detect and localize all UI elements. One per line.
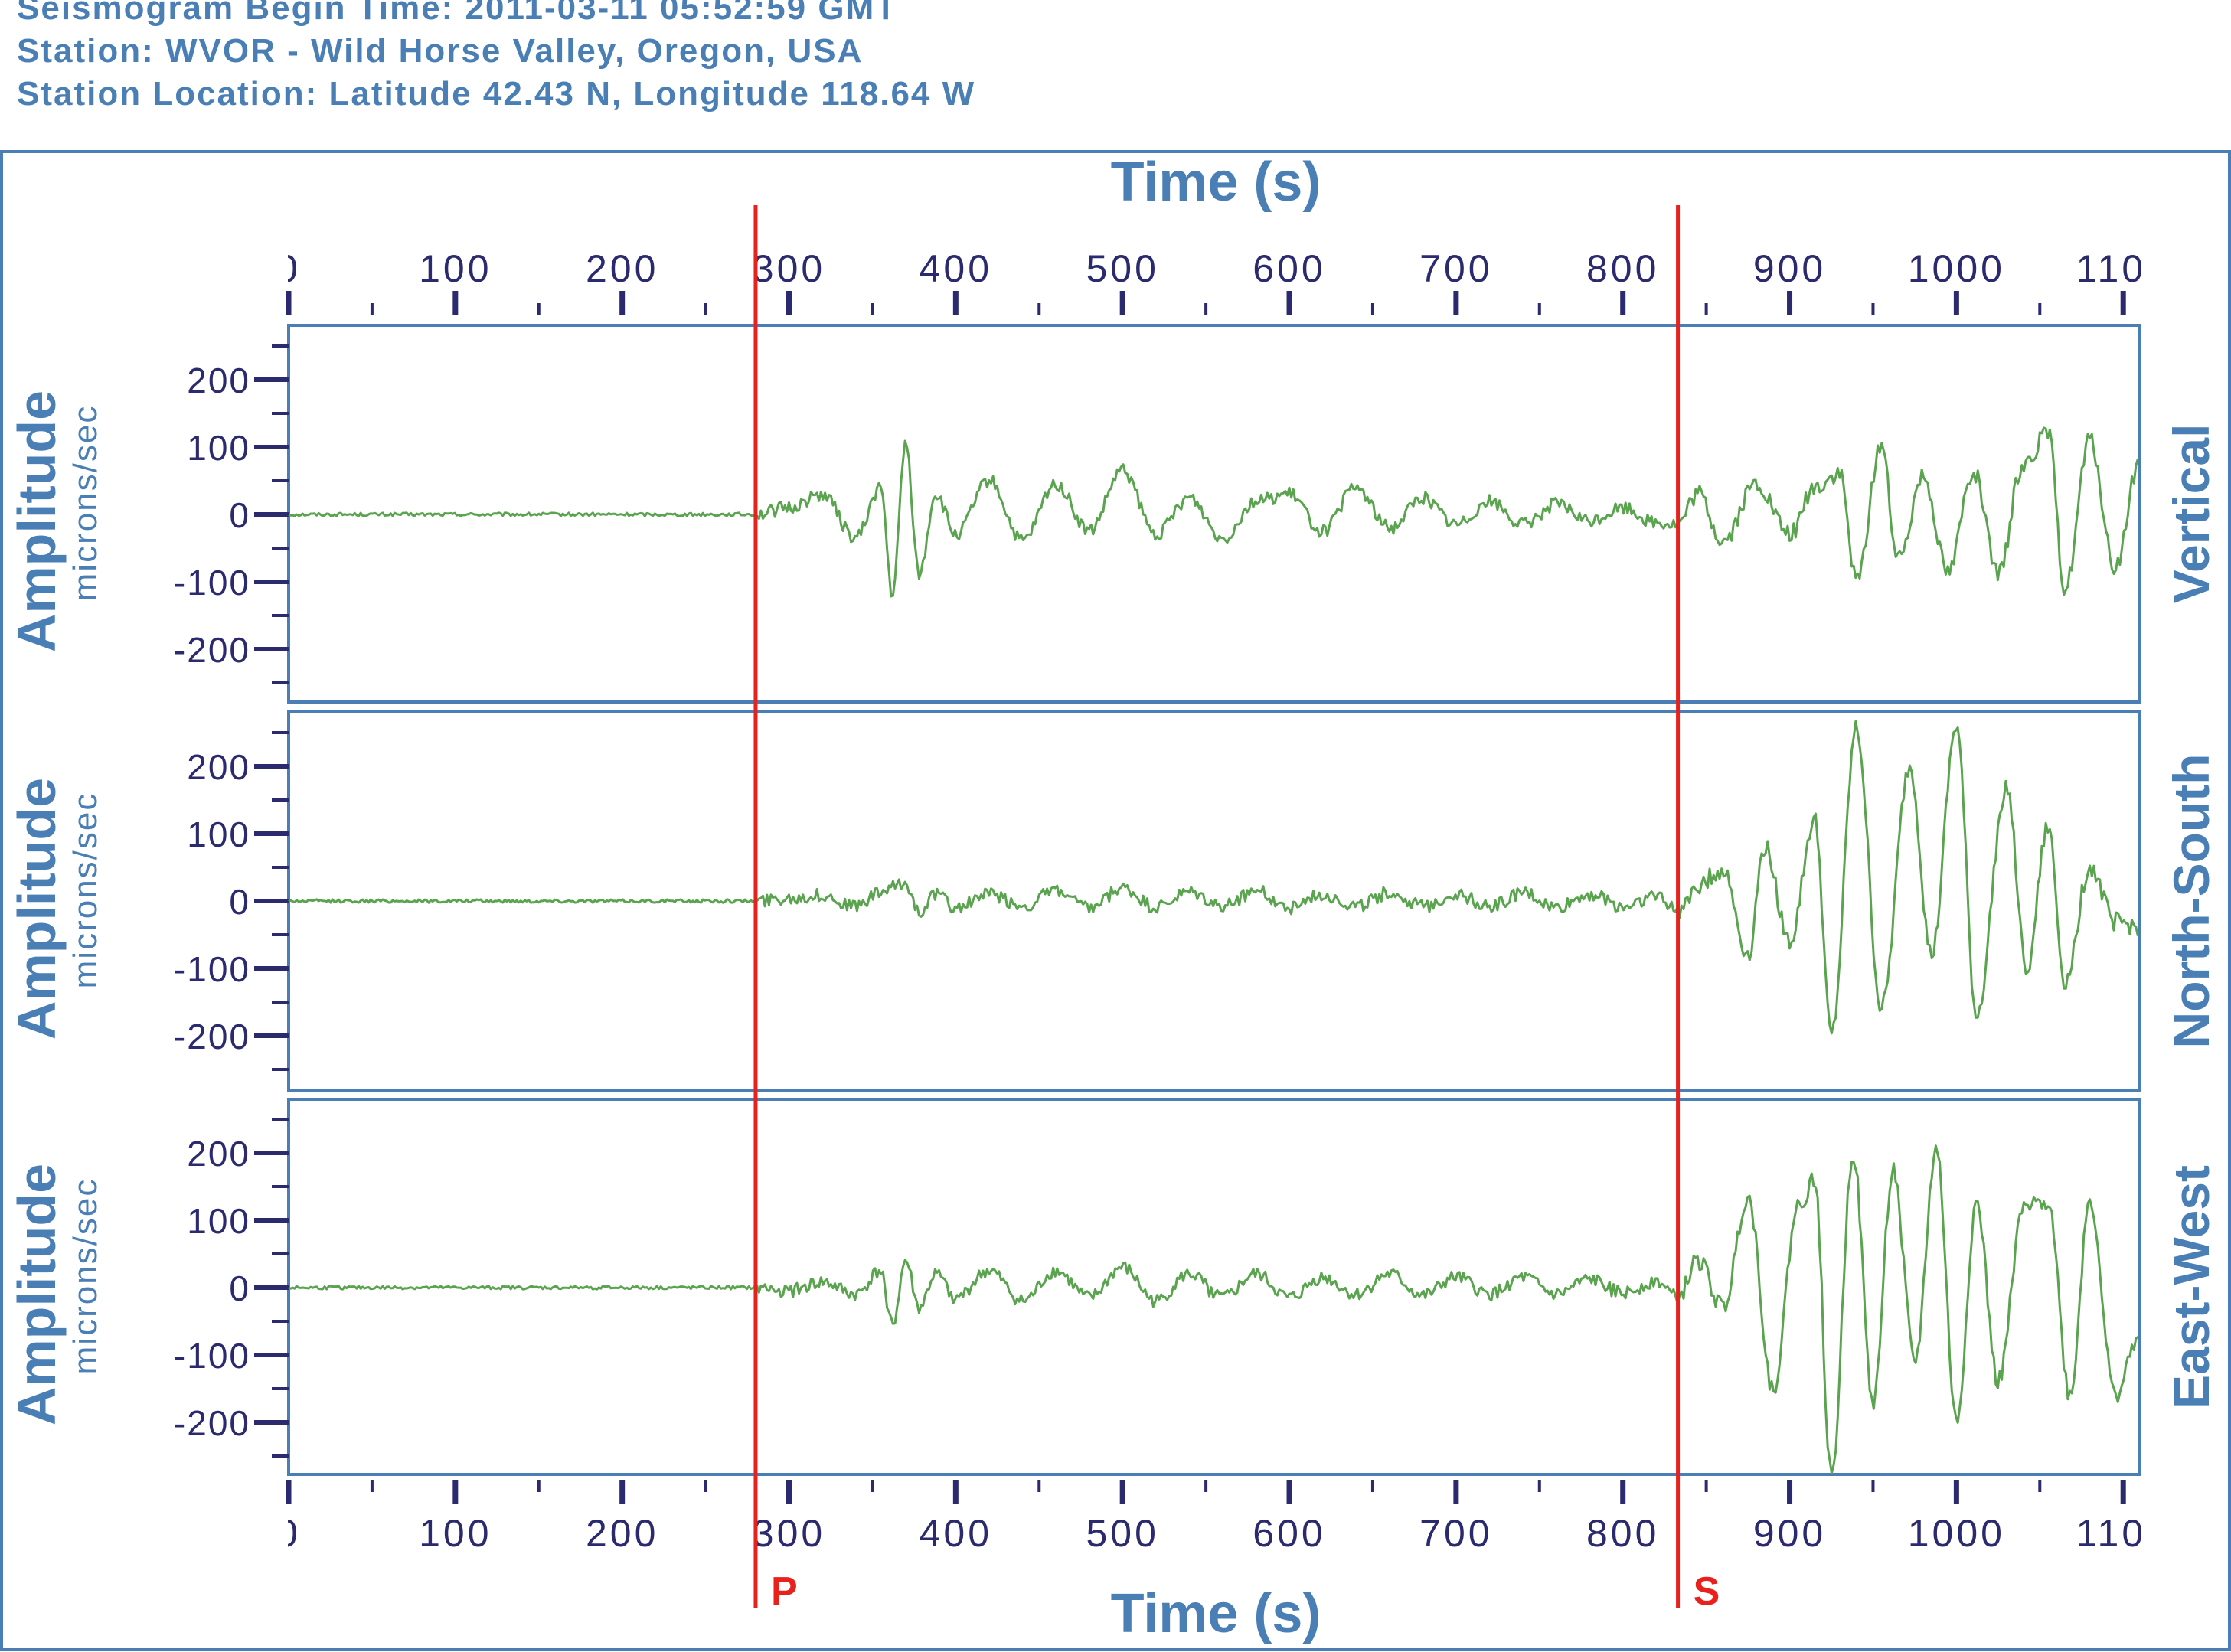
y-tick-label: -100 bbox=[174, 563, 250, 602]
series-trace bbox=[288, 426, 2139, 598]
x-tick-label-bottom: 200 bbox=[586, 1512, 658, 1555]
header-station: Station: WVOR - Wild Horse Valley, Orego… bbox=[17, 32, 864, 70]
header-location: Station Location: Latitude 42.43 N, Long… bbox=[17, 75, 976, 113]
y-axis-title: Amplitude bbox=[7, 1164, 67, 1425]
y-axis-title: Amplitude bbox=[7, 778, 67, 1040]
x-tick-label-top: 400 bbox=[920, 247, 992, 290]
y-tick-label: 100 bbox=[187, 428, 250, 468]
x-tick-label-top: 1000 bbox=[1908, 247, 2005, 290]
series-trace bbox=[288, 720, 2139, 1035]
x-tick-label-top: 500 bbox=[1086, 247, 1158, 290]
x-tick-label-bottom: 300 bbox=[753, 1512, 825, 1555]
phase-label: S bbox=[1694, 1569, 1720, 1614]
y-axis-title: Amplitude bbox=[7, 390, 67, 652]
y-tick-label: 0 bbox=[229, 1268, 250, 1308]
y-tick-label: 0 bbox=[229, 495, 250, 535]
y-axis-units: microns/sec bbox=[67, 405, 104, 602]
y-axis-units: microns/sec bbox=[67, 792, 104, 989]
x-tick-label-bottom: 1000 bbox=[1908, 1512, 2005, 1555]
y-tick-label: -200 bbox=[174, 1403, 250, 1443]
x-tick-label-top: 300 bbox=[753, 247, 825, 290]
y-tick-label: -200 bbox=[174, 1017, 250, 1056]
axis-label-clip-left-top bbox=[230, 245, 288, 291]
series-name-label: Vertical bbox=[2163, 424, 2220, 604]
x-tick-label-top: 200 bbox=[586, 247, 658, 290]
header-begin-time: Seismogram Begin Time: 2011-03-11 05:52:… bbox=[17, 0, 898, 27]
y-tick-label: -200 bbox=[174, 630, 250, 670]
x-tick-label-top: 800 bbox=[1586, 247, 1659, 290]
y-tick-label: 200 bbox=[187, 747, 250, 787]
x-tick-label-bottom: 600 bbox=[1253, 1512, 1325, 1555]
x-tick-label-top: 100 bbox=[419, 247, 492, 290]
x-tick-label-bottom: 400 bbox=[920, 1512, 992, 1555]
x-tick-label-bottom: 900 bbox=[1753, 1512, 1826, 1555]
axis-label-clip-right-top bbox=[2141, 245, 2187, 291]
series-name-label: North-South bbox=[2163, 754, 2220, 1049]
y-tick-label: 100 bbox=[187, 815, 250, 854]
phase-label: P bbox=[771, 1569, 798, 1614]
axis-label-clip-left-bottom bbox=[230, 1510, 288, 1556]
y-tick-label: 0 bbox=[229, 882, 250, 922]
y-tick-label: -100 bbox=[174, 1336, 250, 1376]
x-tick-label-top: 700 bbox=[1419, 247, 1492, 290]
x-tick-label-bottom: 700 bbox=[1419, 1512, 1492, 1555]
y-tick-label: 200 bbox=[187, 361, 250, 400]
series-trace bbox=[288, 1144, 2139, 1474]
x-tick-label-bottom: 500 bbox=[1086, 1512, 1158, 1555]
outer-frame bbox=[0, 150, 2231, 1651]
series-name-label: East-West bbox=[2163, 1165, 2220, 1409]
x-axis-title-top: Time (s) bbox=[1111, 152, 1321, 213]
axis-label-clip-right-bottom bbox=[2141, 1510, 2187, 1556]
y-axis-units: microns/sec bbox=[67, 1178, 104, 1375]
x-tick-label-bottom: 100 bbox=[419, 1512, 492, 1555]
y-tick-label: -100 bbox=[174, 949, 250, 989]
y-tick-label: 100 bbox=[187, 1201, 250, 1241]
x-axis-title-bottom: Time (s) bbox=[1111, 1583, 1321, 1644]
x-tick-label-top: 900 bbox=[1753, 247, 1826, 290]
x-tick-label-bottom: 800 bbox=[1586, 1512, 1659, 1555]
x-tick-label-top: 600 bbox=[1253, 247, 1325, 290]
y-tick-label: 200 bbox=[187, 1134, 250, 1174]
